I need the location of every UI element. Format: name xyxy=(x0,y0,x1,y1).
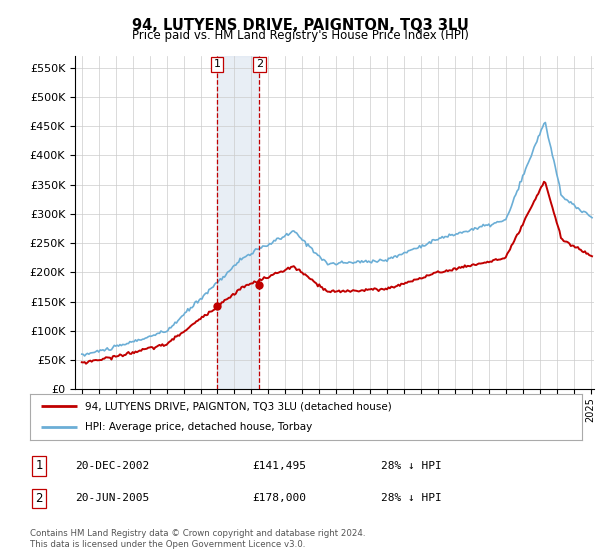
Text: HPI: Average price, detached house, Torbay: HPI: Average price, detached house, Torb… xyxy=(85,422,313,432)
Text: 2: 2 xyxy=(256,59,263,69)
Bar xyxy=(217,56,259,389)
Text: 1: 1 xyxy=(214,59,220,69)
Text: £178,000: £178,000 xyxy=(252,493,306,503)
Text: 2: 2 xyxy=(35,492,43,505)
Text: 20-DEC-2002: 20-DEC-2002 xyxy=(75,461,149,471)
Text: 28% ↓ HPI: 28% ↓ HPI xyxy=(381,493,442,503)
Text: 28% ↓ HPI: 28% ↓ HPI xyxy=(381,461,442,471)
Text: 20-JUN-2005: 20-JUN-2005 xyxy=(75,493,149,503)
Text: 94, LUTYENS DRIVE, PAIGNTON, TQ3 3LU (detached house): 94, LUTYENS DRIVE, PAIGNTON, TQ3 3LU (de… xyxy=(85,401,392,411)
Text: Price paid vs. HM Land Registry's House Price Index (HPI): Price paid vs. HM Land Registry's House … xyxy=(131,29,469,42)
Text: Contains HM Land Registry data © Crown copyright and database right 2024.
This d: Contains HM Land Registry data © Crown c… xyxy=(30,529,365,549)
Text: 1: 1 xyxy=(35,459,43,473)
Text: 94, LUTYENS DRIVE, PAIGNTON, TQ3 3LU: 94, LUTYENS DRIVE, PAIGNTON, TQ3 3LU xyxy=(131,18,469,33)
Text: £141,495: £141,495 xyxy=(252,461,306,471)
